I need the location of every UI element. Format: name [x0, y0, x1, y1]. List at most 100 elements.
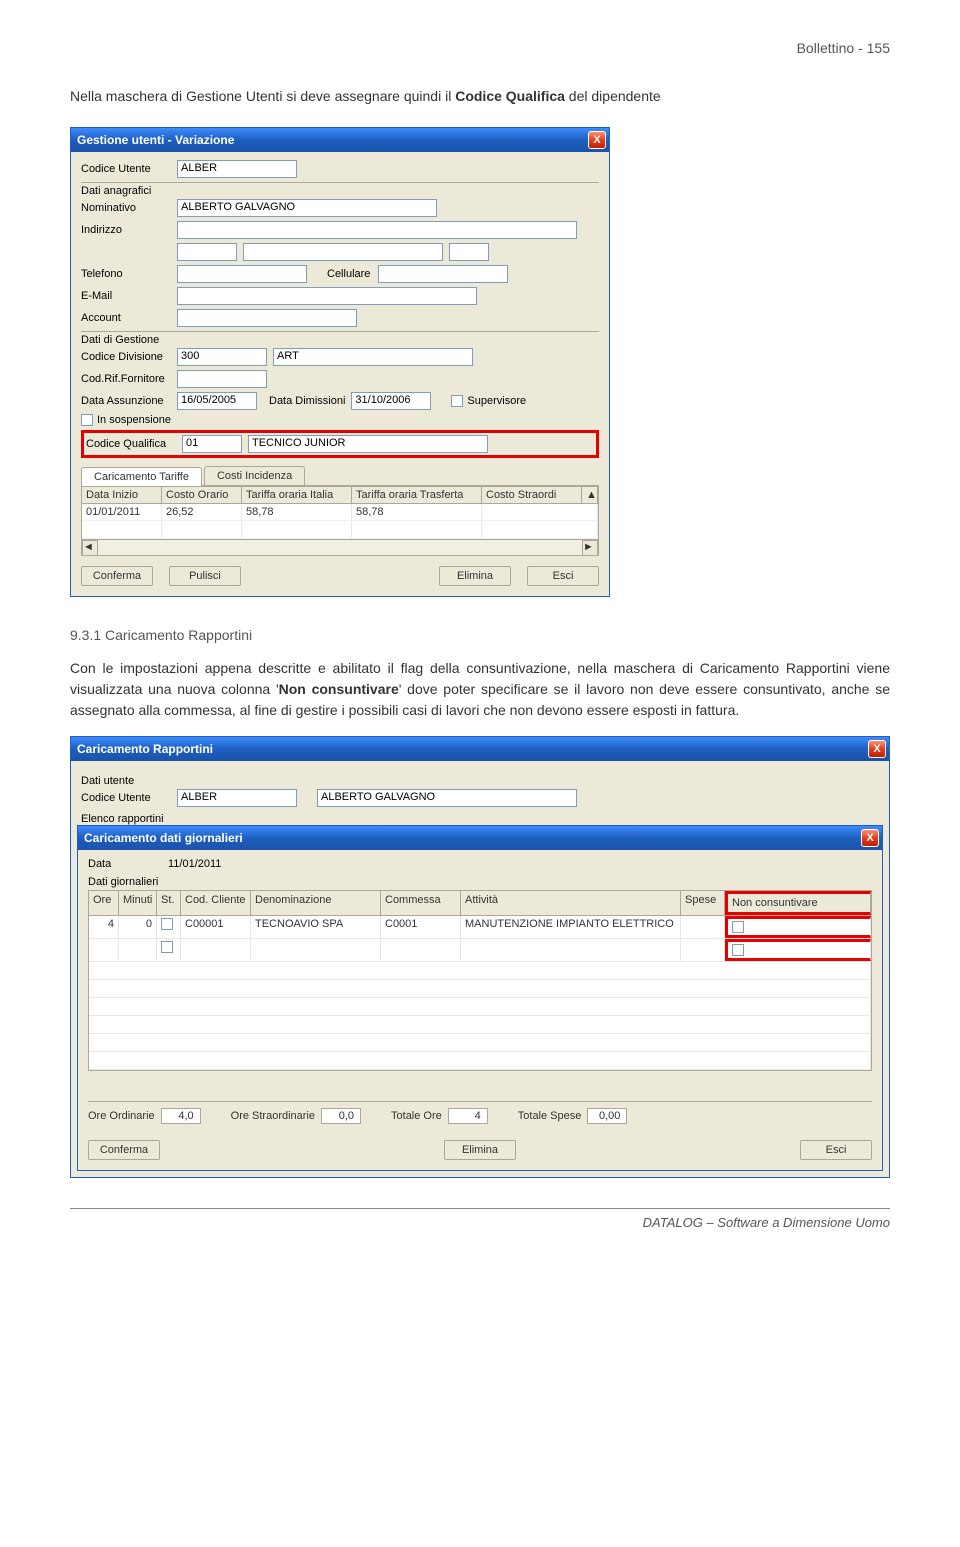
- input-nome2[interactable]: ALBERTO GALVAGNO: [317, 789, 577, 807]
- tab-caricamento-tariffe[interactable]: Caricamento Tariffe: [81, 467, 202, 486]
- cell-ore: 4: [89, 916, 119, 938]
- scroll-left-icon[interactable]: ◄: [82, 540, 98, 556]
- cell-attivita: MANUTENZIONE IMPIANTO ELETTRICO: [461, 916, 681, 938]
- conferma-button[interactable]: Conferma: [81, 566, 153, 586]
- close-button[interactable]: X: [861, 829, 879, 847]
- label-codice-qualifica: Codice Qualifica: [86, 438, 182, 450]
- elimina-button[interactable]: Elimina: [439, 566, 511, 586]
- cell-tariffa-trasferta: 58,78: [352, 504, 482, 520]
- titlebar-inner: Caricamento dati giornalieri X: [78, 826, 882, 850]
- label-codice-utente: Codice Utente: [81, 163, 177, 175]
- window-title-inner: Caricamento dati giornalieri: [84, 831, 243, 845]
- input-indirizzo2a[interactable]: [177, 243, 237, 261]
- checkbox-supervisore[interactable]: [451, 395, 463, 407]
- table-row[interactable]: [89, 1034, 871, 1052]
- tab-costi-incidenza[interactable]: Costi Incidenza: [204, 466, 305, 485]
- cell-costo-straordi: [482, 504, 598, 520]
- checkbox-in-sospensione[interactable]: [81, 414, 93, 426]
- conferma-button[interactable]: Conferma: [88, 1140, 160, 1160]
- input-codice-utente[interactable]: ALBER: [177, 160, 297, 178]
- col-st: St.: [157, 891, 181, 915]
- col-costo-straordi: Costo Straordi: [482, 487, 582, 503]
- input-telefono[interactable]: [177, 265, 307, 283]
- input-codice-utente2[interactable]: ALBER: [177, 789, 297, 807]
- label-cod-rif: Cod.Rif.Fornitore: [81, 373, 177, 385]
- totals-row: Ore Ordinarie4,0 Ore Straordinarie0,0 To…: [88, 1101, 872, 1130]
- label-supervisore: Supervisore: [467, 395, 526, 407]
- grid-tariffe: Data Inizio Costo Orario Tariffa oraria …: [81, 486, 599, 556]
- window-caricamento-dati-giornalieri: Caricamento dati giornalieri X Data 11/0…: [77, 825, 883, 1171]
- table-row[interactable]: [89, 939, 871, 962]
- tabs: Caricamento Tariffe Costi Incidenza: [81, 466, 599, 486]
- pulisci-button[interactable]: Pulisci: [169, 566, 241, 586]
- col-non-consuntivare: Non consuntivare: [725, 891, 871, 915]
- label-data: Data: [88, 858, 168, 870]
- input-data-dimissioni[interactable]: 31/10/2006: [351, 392, 431, 410]
- para2-b: Non consuntivare: [279, 681, 399, 697]
- label-email: E-Mail: [81, 290, 177, 302]
- label-cod-divisione: Codice Divisione: [81, 351, 177, 363]
- input-indirizzo2b[interactable]: [243, 243, 443, 261]
- input-data-assunzione[interactable]: 16/05/2005: [177, 392, 257, 410]
- cell-minuti: 0: [119, 916, 157, 938]
- table-row[interactable]: [89, 980, 871, 998]
- table-row[interactable]: [89, 1052, 871, 1070]
- input-cod-rif[interactable]: [177, 370, 267, 388]
- scroll-right-icon[interactable]: ►: [582, 540, 598, 556]
- cell-commessa: C0001: [381, 916, 461, 938]
- table-row[interactable]: 4 0 C00001 TECNOAVIO SPA C0001 MANUTENZI…: [89, 916, 871, 939]
- input-codice-qualifica[interactable]: 01: [182, 435, 242, 453]
- input-nominativo[interactable]: ALBERTO GALVAGNO: [177, 199, 437, 217]
- input-qualifica-desc[interactable]: TECNICO JUNIOR: [248, 435, 488, 453]
- label-indirizzo: Indirizzo: [81, 224, 177, 236]
- highlight-codice-qualifica: Codice Qualifica 01 TECNICO JUNIOR: [81, 430, 599, 458]
- value-ore-straordinarie: 0,0: [321, 1108, 361, 1124]
- table-row[interactable]: [89, 962, 871, 980]
- table-row[interactable]: [89, 1016, 871, 1034]
- grid-giornalieri: Ore Minuti St. Cod. Cliente Denominazion…: [88, 890, 872, 1071]
- table-row[interactable]: [89, 998, 871, 1016]
- esci-button[interactable]: Esci: [800, 1140, 872, 1160]
- esci-button[interactable]: Esci: [527, 566, 599, 586]
- col-attivita: Attività: [461, 891, 681, 915]
- checkbox-st[interactable]: [161, 918, 173, 930]
- window-title-outer: Caricamento Rapportini: [77, 742, 213, 756]
- input-divisione-desc[interactable]: ART: [273, 348, 473, 366]
- label-codice-utente2: Codice Utente: [81, 792, 177, 804]
- table-row[interactable]: 01/01/2011 26,52 58,78 58,78: [82, 504, 598, 521]
- label-data-assunzione: Data Assunzione: [81, 395, 177, 407]
- input-indirizzo2c[interactable]: [449, 243, 489, 261]
- titlebar-outer: Caricamento Rapportini X: [71, 737, 889, 761]
- close-button[interactable]: X: [588, 131, 606, 149]
- elimina-button[interactable]: Elimina: [444, 1140, 516, 1160]
- intro-text-post: del dipendente: [565, 88, 661, 104]
- input-cod-divisione[interactable]: 300: [177, 348, 267, 366]
- grid-scroll-up[interactable]: ▲: [582, 487, 598, 503]
- checkbox-non-consuntivare[interactable]: [732, 921, 744, 933]
- cell-data-inizio: 01/01/2011: [82, 504, 162, 520]
- input-account[interactable]: [177, 309, 357, 327]
- cell-tariffa-italia: 58,78: [242, 504, 352, 520]
- col-ore: Ore: [89, 891, 119, 915]
- fieldset-dati-gestione: Dati di Gestione: [81, 331, 599, 346]
- fieldset-dati-anagrafici: Dati anagrafici: [81, 182, 599, 197]
- input-email[interactable]: [177, 287, 477, 305]
- close-button[interactable]: X: [868, 740, 886, 758]
- table-row[interactable]: [82, 521, 598, 539]
- cell-spese: [681, 916, 725, 938]
- input-cellulare[interactable]: [378, 265, 508, 283]
- col-data-inizio: Data Inizio: [82, 487, 162, 503]
- cell-costo-orario: 26,52: [162, 504, 242, 520]
- page-footer: DATALOG – Software a Dimensione Uomo: [70, 1208, 890, 1230]
- col-tariffa-trasferta: Tariffa oraria Trasferta: [352, 487, 482, 503]
- col-tariffa-italia: Tariffa oraria Italia: [242, 487, 352, 503]
- label-cellulare: Cellulare: [327, 268, 370, 280]
- window-title: Gestione utenti - Variazione: [77, 133, 234, 147]
- fieldset-dati-giornalieri: Dati giornalieri: [88, 874, 872, 888]
- checkbox-st[interactable]: [161, 941, 173, 953]
- input-indirizzo1[interactable]: [177, 221, 577, 239]
- grid-hscroll[interactable]: ◄ ►: [82, 539, 598, 555]
- label-ore-ordinarie: Ore Ordinarie: [88, 1110, 155, 1122]
- checkbox-non-consuntivare[interactable]: [732, 944, 744, 956]
- body-paragraph: Con le impostazioni appena descritte e a…: [70, 658, 890, 721]
